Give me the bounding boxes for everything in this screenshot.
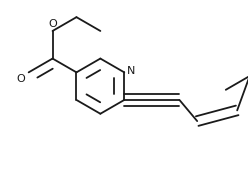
Text: N: N [127,66,136,76]
Text: O: O [16,74,25,84]
Text: O: O [48,19,57,29]
